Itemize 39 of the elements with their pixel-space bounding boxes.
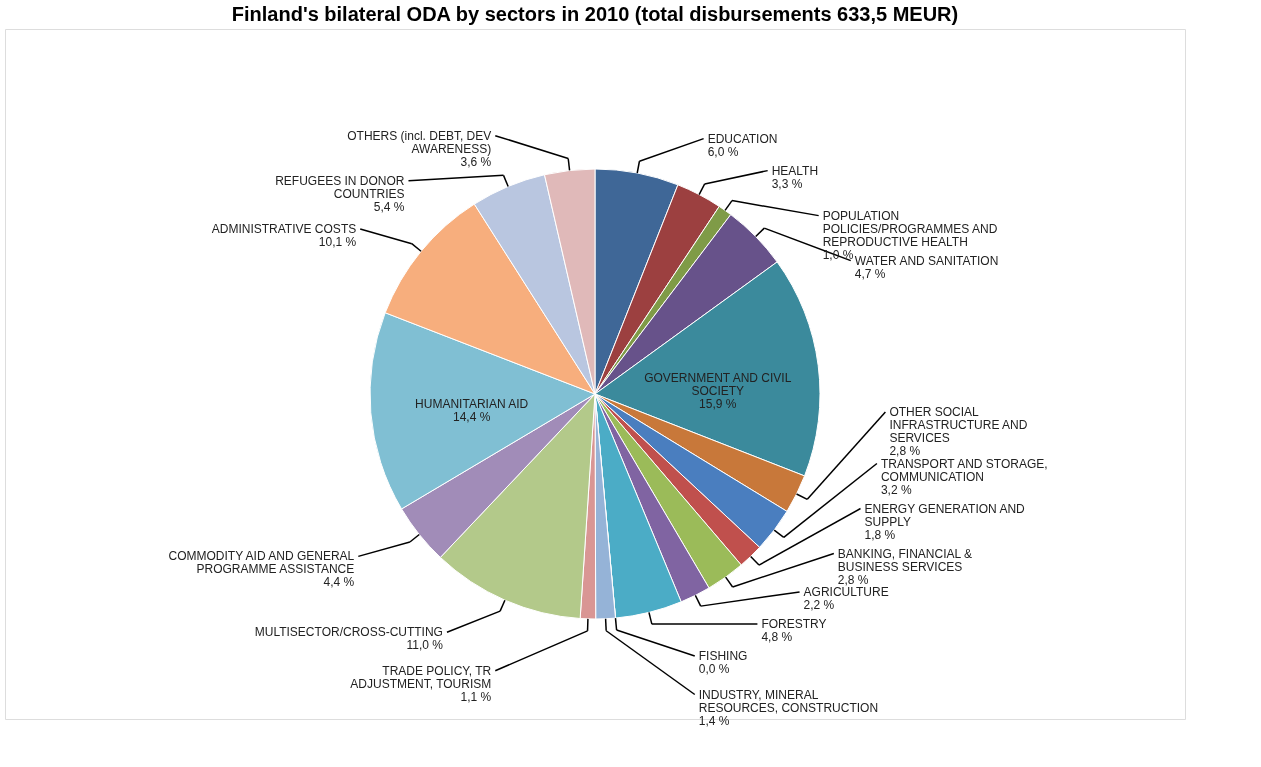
slice-label: TRANSPORT AND STORAGE, COMMUNICATION <box>880 456 1048 484</box>
data-label: 4,4 % <box>323 575 355 590</box>
slice-label: INDUSTRY, MINERAL RESOURCES, CONSTRUCTION <box>698 687 879 715</box>
data-label: 15,9 % <box>699 397 737 412</box>
slice-label: REFUGEES IN DONOR COUNTRIES <box>275 173 405 201</box>
slice-label: MULTISECTOR/CROSS-CUTTING <box>254 625 443 640</box>
slice-label: HUMANITARIAN AID <box>415 397 529 412</box>
data-label: 2,8 % <box>889 444 921 458</box>
slice-label: TRADE POLICY, TR ADJUSTMENT, TOURISM <box>350 663 492 691</box>
slice-label: AGRICULTURE <box>803 585 889 599</box>
slice-label: COMMODITY AID AND GENERAL PROGRAMME ASSISTANCE <box>168 549 355 577</box>
data-label: 4,7 % <box>854 266 886 281</box>
data-label: 2,8 % <box>837 572 869 587</box>
text: 0,0 % <box>698 662 730 676</box>
data-label: 10,1 % <box>318 235 357 250</box>
data-label: 3,2 % <box>880 482 912 497</box>
slice-label: POPULATION POLICIES/PROGRAMMES AND REPRODUCTIVE HEALTH <box>822 208 998 249</box>
slice-label: OTHERS (incl. DEBT, DEV AWARENESS) <box>347 128 492 156</box>
slice-label: ADMINISTRATIVE COSTS <box>211 222 357 237</box>
slice-label: FORESTRY <box>761 617 827 631</box>
slice-label: WATER AND SANITATION <box>854 253 999 268</box>
data-label: 6,0 % <box>707 144 739 159</box>
data-label: 1,8 % <box>864 527 896 542</box>
data-label: 2,2 % <box>803 598 835 612</box>
data-label: 14,4 % <box>453 410 491 425</box>
slice-label: ENERGY GENERATION AND SUPPLY <box>864 501 1026 529</box>
slice-label: OTHER SOCIAL INFRASTRUCTURE AND SERVICES <box>889 405 1028 445</box>
category-label: FISHING <box>698 649 748 663</box>
slice-label: EDUCATION <box>707 131 778 146</box>
data-label: 3,3 % <box>771 176 803 191</box>
chart-title: Finland's bilateral ODA by sectors in 2010 (total disbursements 633,5 MEUR) <box>231 3 959 25</box>
slice-label: BANKING, FINANCIAL & BUSINESS SERVICES <box>837 546 973 574</box>
data-label: 4,8 % <box>761 630 793 644</box>
data-label: 1,1 % <box>460 689 492 704</box>
data-label: 11,0 % <box>406 638 444 653</box>
slice-label: GOVERNMENT AND CIVIL SOCIETY <box>644 371 792 399</box>
slice-label: HEALTH <box>771 163 819 178</box>
data-label: 5,4 % <box>373 199 405 214</box>
data-label: 1,4 % <box>698 713 730 728</box>
